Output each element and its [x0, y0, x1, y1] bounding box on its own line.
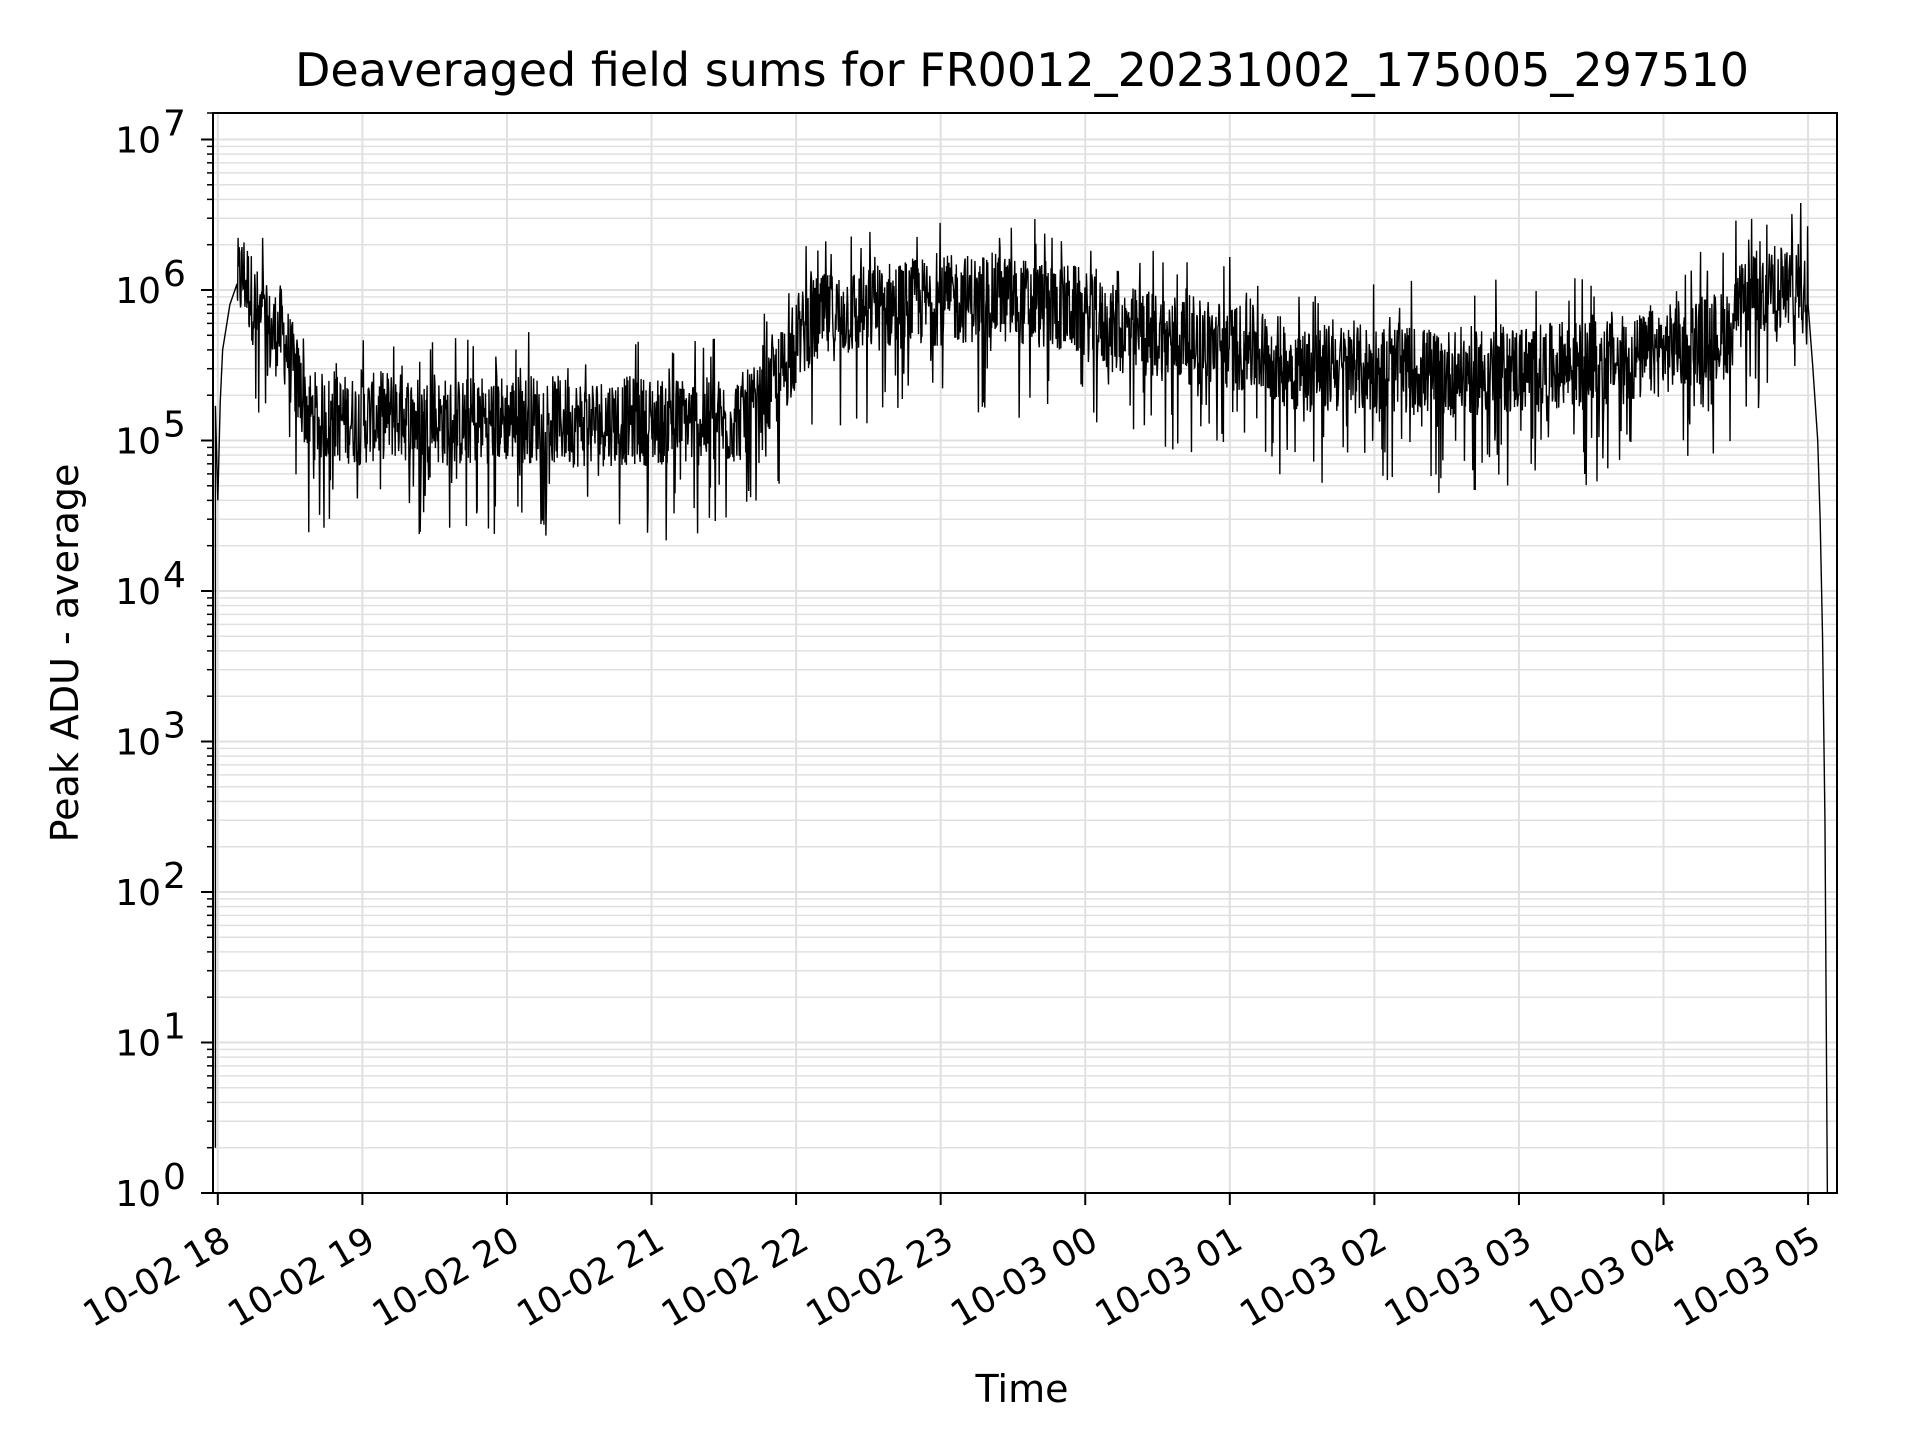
y-tick-exponent: 0	[163, 1157, 186, 1198]
x-axis-label: Time	[975, 1367, 1069, 1411]
y-tick-base: 10	[115, 873, 161, 914]
y-tick-label: 10 0	[115, 1157, 186, 1215]
y-axis-label: Peak ADU - average	[43, 464, 87, 843]
y-tick-exponent: 1	[163, 1007, 186, 1048]
y-tick-exponent: 7	[163, 104, 186, 145]
y-tick-label: 10 2	[115, 856, 186, 914]
y-tick-base: 10	[115, 572, 161, 613]
y-tick-label: 10 7	[115, 104, 186, 162]
y-tick-base: 10	[115, 723, 161, 764]
y-tick-label: 10 5	[115, 405, 186, 463]
y-tick-label: 10 4	[115, 555, 186, 613]
series-line	[214, 203, 1829, 1194]
y-tick-exponent: 6	[163, 254, 186, 295]
chart-title: Deaveraged field sums for FR0012_2023100…	[295, 43, 1749, 97]
y-tick-exponent: 2	[163, 856, 186, 897]
y-tick-base: 10	[115, 121, 161, 162]
y-tick-label: 10 1	[115, 1007, 186, 1065]
y-tick-exponent: 3	[163, 706, 186, 747]
y-tick-exponent: 5	[163, 405, 186, 446]
y-tick-base: 10	[115, 271, 161, 312]
plot-line-group	[214, 203, 1829, 1194]
y-tick-base: 10	[115, 1174, 161, 1215]
y-tick-exponent: 4	[163, 555, 186, 596]
y-tick-base: 10	[115, 422, 161, 463]
plot-frame	[212, 112, 1838, 1194]
y-tick-base: 10	[115, 1024, 161, 1065]
y-tick-label: 10 3	[115, 706, 186, 764]
y-tick-label: 10 6	[115, 254, 186, 312]
